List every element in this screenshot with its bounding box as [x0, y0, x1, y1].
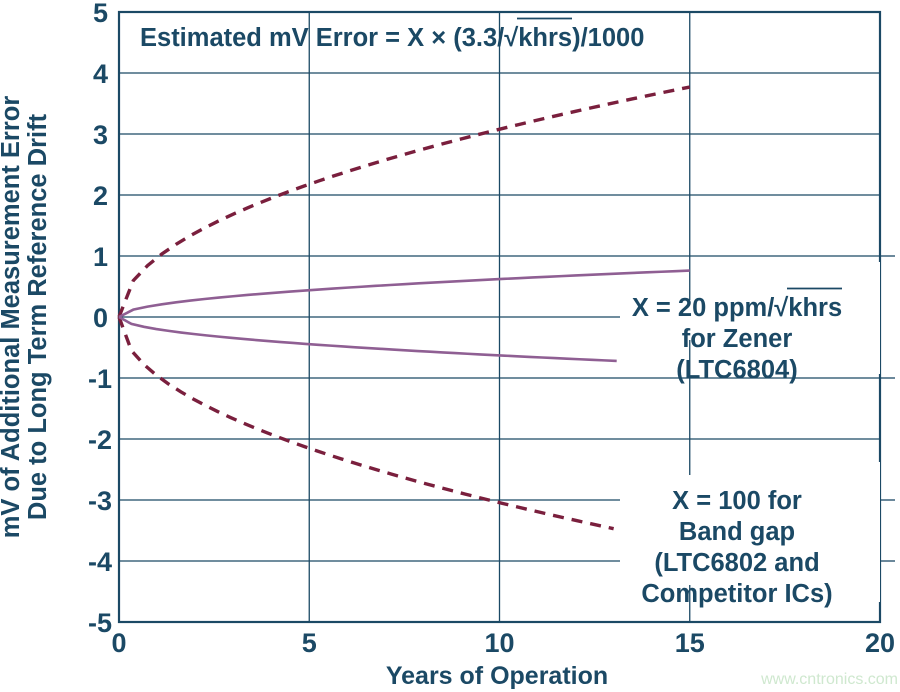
svg-text:2: 2 — [93, 181, 108, 211]
svg-text:-1: -1 — [88, 364, 112, 394]
svg-text:Competitor ICs): Competitor ICs) — [641, 580, 832, 608]
svg-text:(LTC6804): (LTC6804) — [676, 356, 797, 384]
svg-text:20: 20 — [865, 628, 895, 658]
svg-text:Years of Operation: Years of Operation — [386, 662, 608, 690]
svg-text:Band gap: Band gap — [679, 518, 795, 546]
svg-text:mV of Additional Measurement E: mV of Additional Measurement Error — [0, 96, 25, 539]
svg-text:for Zener: for Zener — [682, 325, 793, 353]
svg-text:0: 0 — [111, 628, 126, 658]
svg-text:www.cntronics.com: www.cntronics.com — [760, 671, 898, 688]
svg-text:3: 3 — [93, 120, 108, 150]
svg-text:5: 5 — [302, 628, 317, 658]
svg-text:Due to Long Term Reference Dri: Due to Long Term Reference Drift — [24, 113, 52, 520]
svg-text:Estimated mV Error = X × (3.3/: Estimated mV Error = X × (3.3/√khrs)/100… — [140, 24, 644, 52]
svg-text:X = 20 ppm/√khrs: X = 20 ppm/√khrs — [632, 294, 842, 322]
svg-text:1: 1 — [93, 242, 108, 272]
svg-text:-3: -3 — [88, 486, 112, 516]
svg-text:-2: -2 — [88, 425, 112, 455]
svg-text:4: 4 — [93, 59, 108, 89]
svg-text:5: 5 — [93, 0, 108, 28]
svg-text:-4: -4 — [88, 547, 112, 577]
svg-text:-5: -5 — [88, 608, 112, 638]
svg-text:(LTC6802 and: (LTC6802 and — [654, 549, 819, 577]
svg-text:15: 15 — [675, 628, 705, 658]
svg-text:X = 100 for: X = 100 for — [672, 487, 802, 515]
svg-text:10: 10 — [484, 628, 514, 658]
svg-text:0: 0 — [93, 303, 108, 333]
